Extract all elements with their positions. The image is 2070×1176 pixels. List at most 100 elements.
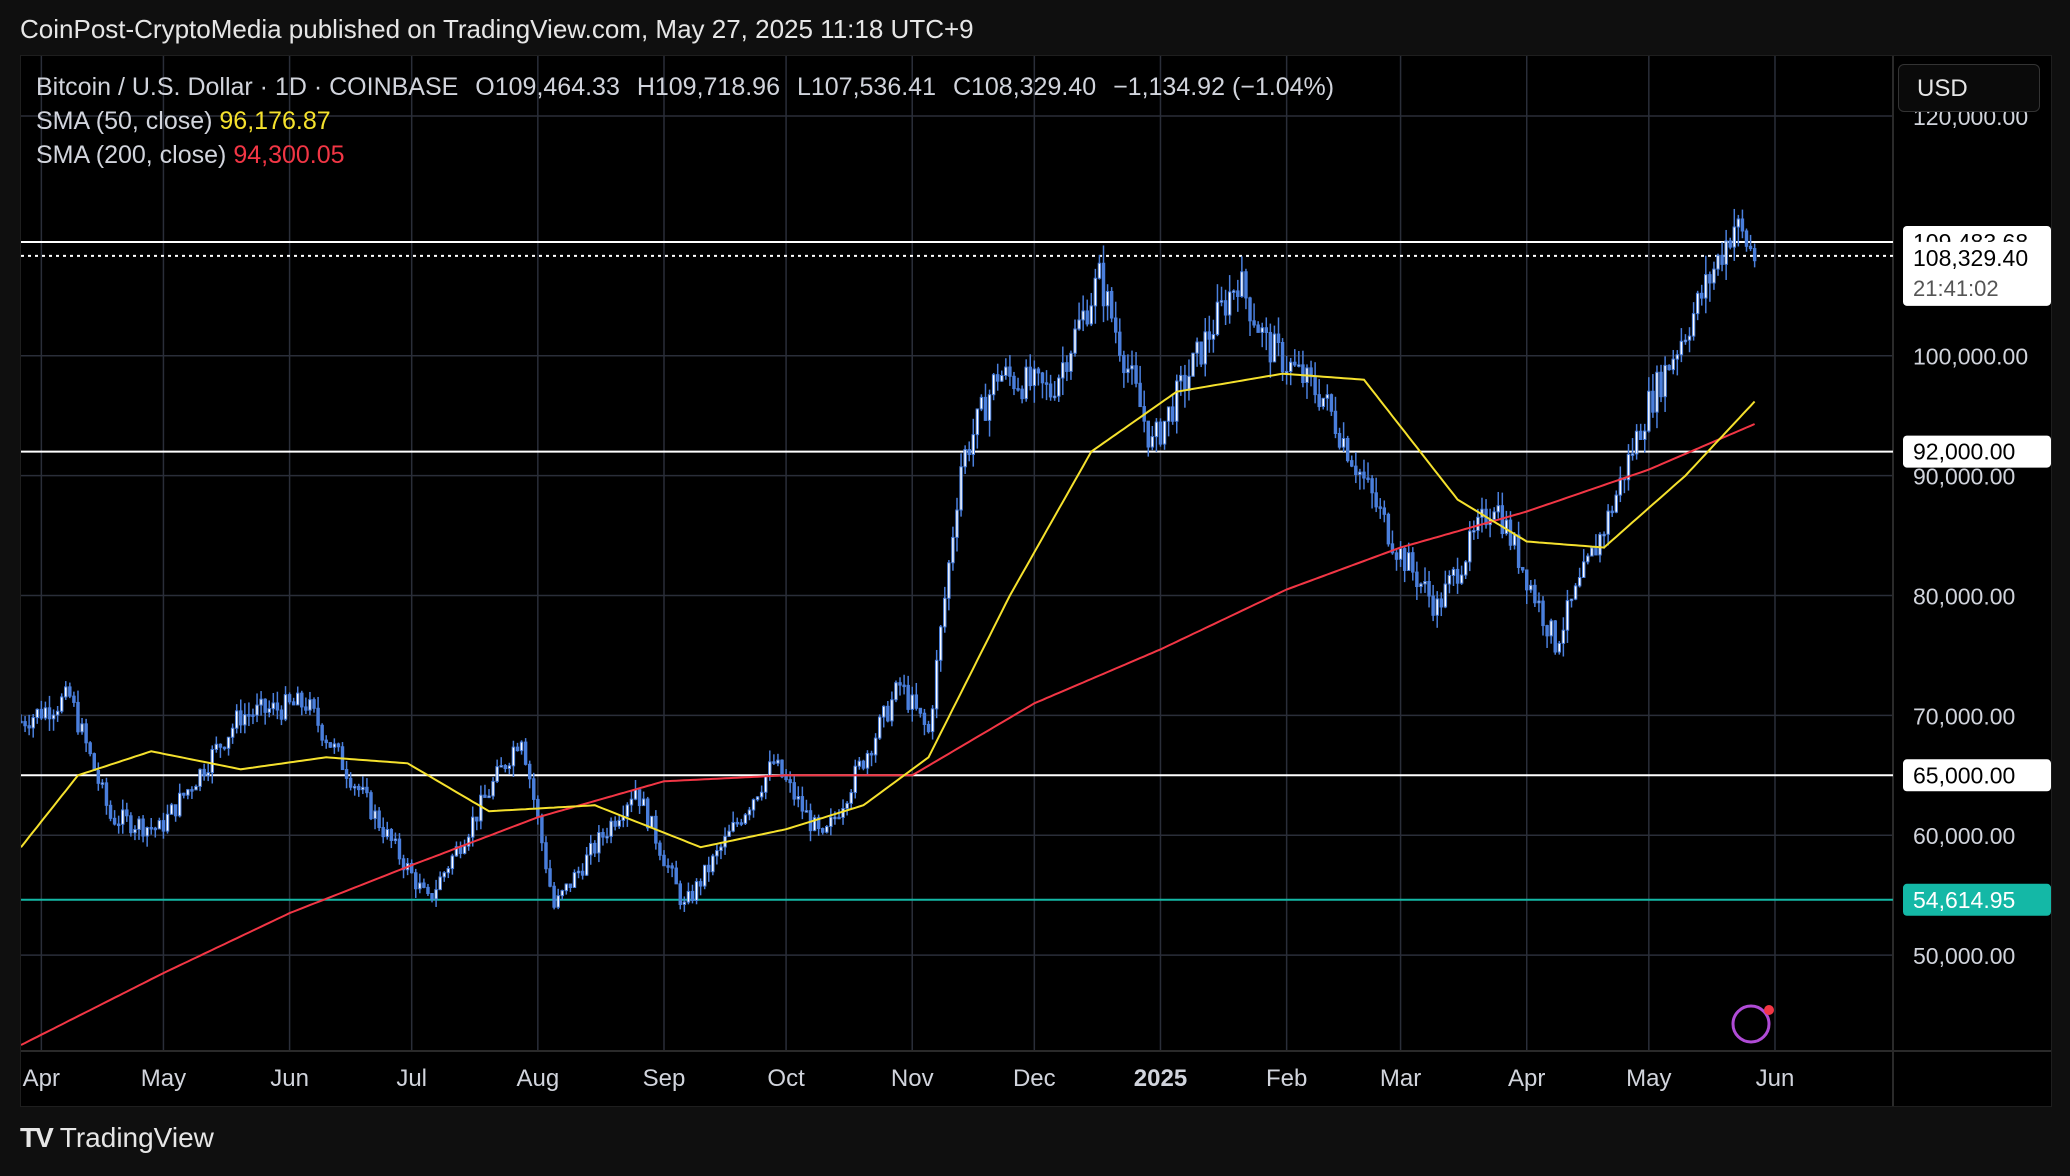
candle-body bbox=[173, 804, 178, 817]
candle-body bbox=[76, 701, 80, 733]
candle-body bbox=[1569, 598, 1574, 602]
candle-body bbox=[906, 684, 910, 710]
candle-body bbox=[1223, 300, 1228, 316]
candle-body bbox=[1122, 354, 1126, 374]
candle-body bbox=[560, 890, 564, 897]
candle-body bbox=[1309, 367, 1313, 378]
candle-body bbox=[995, 374, 1000, 382]
candle-body bbox=[873, 737, 878, 756]
open-value: O109,464.33 bbox=[475, 73, 620, 101]
y-tick-label: 50,000.00 bbox=[1913, 943, 2015, 969]
candle-body bbox=[377, 810, 381, 829]
candle-body bbox=[1272, 333, 1277, 363]
candle-body bbox=[153, 827, 158, 831]
candle-body bbox=[1288, 361, 1293, 372]
candle-body bbox=[601, 832, 605, 838]
candle-body bbox=[507, 765, 512, 770]
candle-body bbox=[1362, 471, 1366, 479]
candle-body bbox=[1345, 438, 1350, 462]
candle-body bbox=[727, 830, 731, 837]
candle-body bbox=[251, 714, 255, 717]
candle-body bbox=[157, 820, 162, 830]
candle-body bbox=[365, 786, 369, 794]
y-tick-label: 70,000.00 bbox=[1913, 703, 2015, 729]
candle-body bbox=[47, 707, 52, 720]
candle-body bbox=[320, 724, 324, 741]
candle-body bbox=[1069, 352, 1073, 372]
candle-body bbox=[31, 717, 35, 729]
candle-body bbox=[202, 768, 206, 777]
candle-body bbox=[589, 842, 593, 856]
candle-body bbox=[1012, 375, 1016, 390]
candle-body bbox=[1423, 581, 1427, 585]
candle-body bbox=[1594, 547, 1598, 556]
candle-body bbox=[1606, 510, 1610, 535]
candle-body bbox=[564, 883, 569, 892]
currency-selector[interactable]: USD bbox=[1898, 64, 2040, 112]
candle-body bbox=[902, 684, 906, 688]
candle-body bbox=[1321, 397, 1325, 408]
candle-body bbox=[1203, 331, 1207, 365]
candle-body bbox=[735, 821, 739, 825]
x-tick-label: Oct bbox=[767, 1065, 805, 1092]
y-tick-label: 100,000.00 bbox=[1913, 344, 2028, 370]
candle-body bbox=[1529, 584, 1533, 591]
candle-body bbox=[609, 820, 613, 837]
symbol-label[interactable]: Bitcoin / U.S. Dollar · 1D · COINBASE bbox=[36, 73, 459, 101]
change-value: −1,134.92 (−1.04%) bbox=[1113, 73, 1335, 101]
candle-body bbox=[922, 712, 927, 725]
candle-body bbox=[116, 823, 121, 827]
candle-body bbox=[88, 742, 92, 755]
candle-body bbox=[161, 820, 166, 832]
candle-body bbox=[1301, 364, 1305, 384]
candle-body bbox=[519, 741, 524, 752]
candle-body bbox=[869, 752, 874, 756]
candle-body bbox=[300, 692, 304, 708]
candle-body bbox=[422, 882, 426, 888]
candle-body bbox=[104, 782, 109, 806]
candle-body bbox=[837, 816, 841, 820]
candle-body bbox=[633, 789, 638, 800]
candle-body bbox=[576, 870, 581, 874]
candle-body bbox=[780, 759, 784, 778]
footer-brand[interactable]: TV TradingView bbox=[20, 1122, 214, 1154]
candle-body bbox=[1154, 421, 1159, 438]
candle-body bbox=[1545, 625, 1549, 637]
candle-body bbox=[316, 707, 320, 726]
candle-body bbox=[1638, 430, 1643, 440]
candle-body bbox=[275, 702, 280, 711]
candle-body bbox=[617, 819, 621, 827]
candle-body bbox=[495, 766, 499, 782]
candle-body bbox=[662, 854, 666, 867]
candle-body bbox=[1415, 571, 1419, 588]
candle-body bbox=[963, 449, 967, 468]
candle-body bbox=[291, 701, 296, 706]
candle-body bbox=[572, 872, 577, 889]
candle-body bbox=[190, 789, 194, 792]
price-label: 92,000.00 bbox=[1913, 439, 2015, 465]
candle-body bbox=[1455, 568, 1460, 584]
candle-body bbox=[698, 881, 703, 887]
candle-body bbox=[80, 723, 84, 733]
candle-body bbox=[348, 777, 353, 788]
y-tick-label: 90,000.00 bbox=[1913, 464, 2015, 490]
price-chart[interactable]: 50,000.00 60,000.00 70,000.00 80,000.00 90,0… bbox=[21, 56, 2051, 1106]
candle-body bbox=[1598, 533, 1602, 556]
candle-body bbox=[1195, 341, 1199, 354]
candle-body bbox=[1081, 310, 1085, 321]
candle-body bbox=[373, 810, 377, 820]
candle-body bbox=[1411, 552, 1415, 573]
candle-body bbox=[682, 901, 687, 905]
candle-body bbox=[971, 434, 975, 456]
candle-body bbox=[149, 827, 153, 830]
sma50-row[interactable]: SMA (50, close) 96,176.87 bbox=[36, 104, 1344, 138]
candle-body bbox=[987, 394, 992, 421]
sma200-row[interactable]: SMA (200, close) 94,300.05 bbox=[36, 138, 1344, 172]
candle-body bbox=[764, 775, 768, 793]
brand-name: TradingView bbox=[59, 1122, 214, 1153]
candle-body bbox=[1008, 366, 1012, 377]
candle-body bbox=[784, 776, 788, 781]
candle-body bbox=[670, 865, 674, 869]
candle-body bbox=[1325, 394, 1330, 399]
price-label-box bbox=[1903, 759, 2051, 792]
